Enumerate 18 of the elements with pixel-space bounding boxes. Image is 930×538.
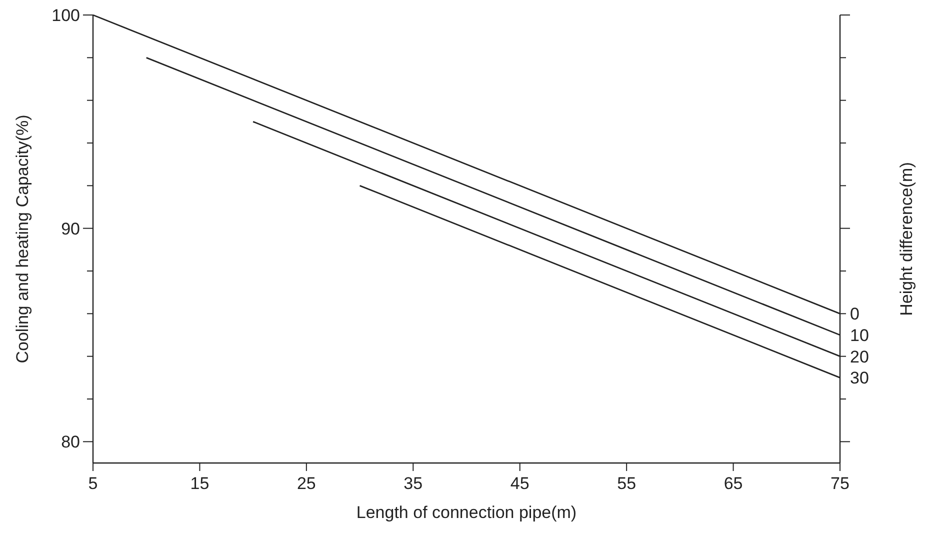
x-tick-label: 55 — [617, 474, 636, 493]
x-tick-label: 45 — [510, 474, 530, 493]
series-label: 10 — [850, 326, 869, 345]
x-tick-label: 35 — [404, 474, 423, 493]
y-tick-label: 100 — [52, 6, 80, 25]
x-tick-label: 5 — [88, 474, 98, 493]
x-axis-title: Length of connection pipe(m) — [356, 503, 577, 522]
y-axis-title: Cooling and heating Capacity(%) — [13, 114, 32, 364]
legend-label: 20 — [850, 347, 869, 366]
x-tick-label: 15 — [190, 474, 210, 493]
x-tick-label: 75 — [830, 474, 850, 493]
y2-axis-title: Height difference(m) — [897, 162, 916, 316]
x-tick-label: 65 — [724, 474, 743, 493]
legend-label: 0 — [850, 304, 860, 324]
series-label: 30 — [850, 368, 869, 388]
x-tick-label: 25 — [296, 474, 316, 493]
y-tick-label: 90 — [61, 219, 80, 238]
y-tick-label: 80 — [61, 432, 80, 452]
